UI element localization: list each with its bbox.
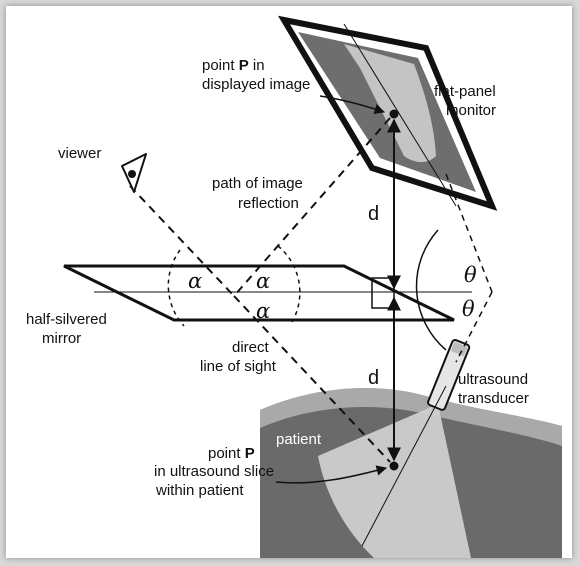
ultrasound-transducer [427,339,471,411]
alpha-label-1: α [188,269,202,293]
alpha-label-3: α [256,299,270,323]
theta-arc [415,229,447,351]
viewer-sight-line [129,185,235,297]
patient-label: patient [276,431,322,448]
ultrasound-slice [318,404,471,558]
ultrasound-augmented-reality-diagram: patient point P in displ [26,15,562,558]
mirror-label-2: mirror [42,330,81,347]
sight-label: direct [232,339,270,356]
diagram-frame: patient point P in displ [6,6,572,558]
point-p-slice-callout [275,465,388,484]
transducer-axis [361,385,447,547]
path-label: path of image [212,175,303,192]
theta-label-2: θ [462,297,475,321]
point-p-slice-label-3: within patient [155,482,244,499]
point-p-slice [389,461,399,471]
monitor-axis [343,23,457,207]
distance-label-upper: d [368,203,379,225]
direct-line-of-sight [233,295,391,463]
sight-label-2: line of sight [200,358,277,375]
path-label-2: reflection [238,195,299,212]
theta-label-1: θ [464,263,477,287]
mirror-normal-marker [371,277,395,309]
point-p-displayed-callout [319,95,385,114]
point-p-displayed [389,109,399,119]
point-p-displayed-label-2: displayed image [202,76,310,93]
alpha-arc-left [167,249,185,327]
transducer-label-2: transducer [458,390,529,407]
point-p-slice-label-2: in ultrasound slice [154,463,274,480]
half-silvered-mirror [63,264,455,322]
monitor-image [344,44,436,163]
theta-line-lower [455,291,493,363]
monitor-label: flat-panel [434,83,496,100]
distance-label-lower: d [368,367,379,389]
point-p-displayed-label: point P in [202,57,265,74]
alpha-label-2: α [256,269,270,293]
point-p-slice-label: point P [208,445,255,462]
transducer-label: ultrasound [458,371,528,388]
viewer-eye-icon [121,153,147,193]
mirror-label: half-silvered [26,311,107,328]
monitor-label-2: monitor [446,102,496,119]
reflection-path [233,117,391,297]
alpha-arc-right [277,245,301,323]
viewer-label: viewer [58,145,101,162]
flat-panel-monitor [277,15,498,211]
